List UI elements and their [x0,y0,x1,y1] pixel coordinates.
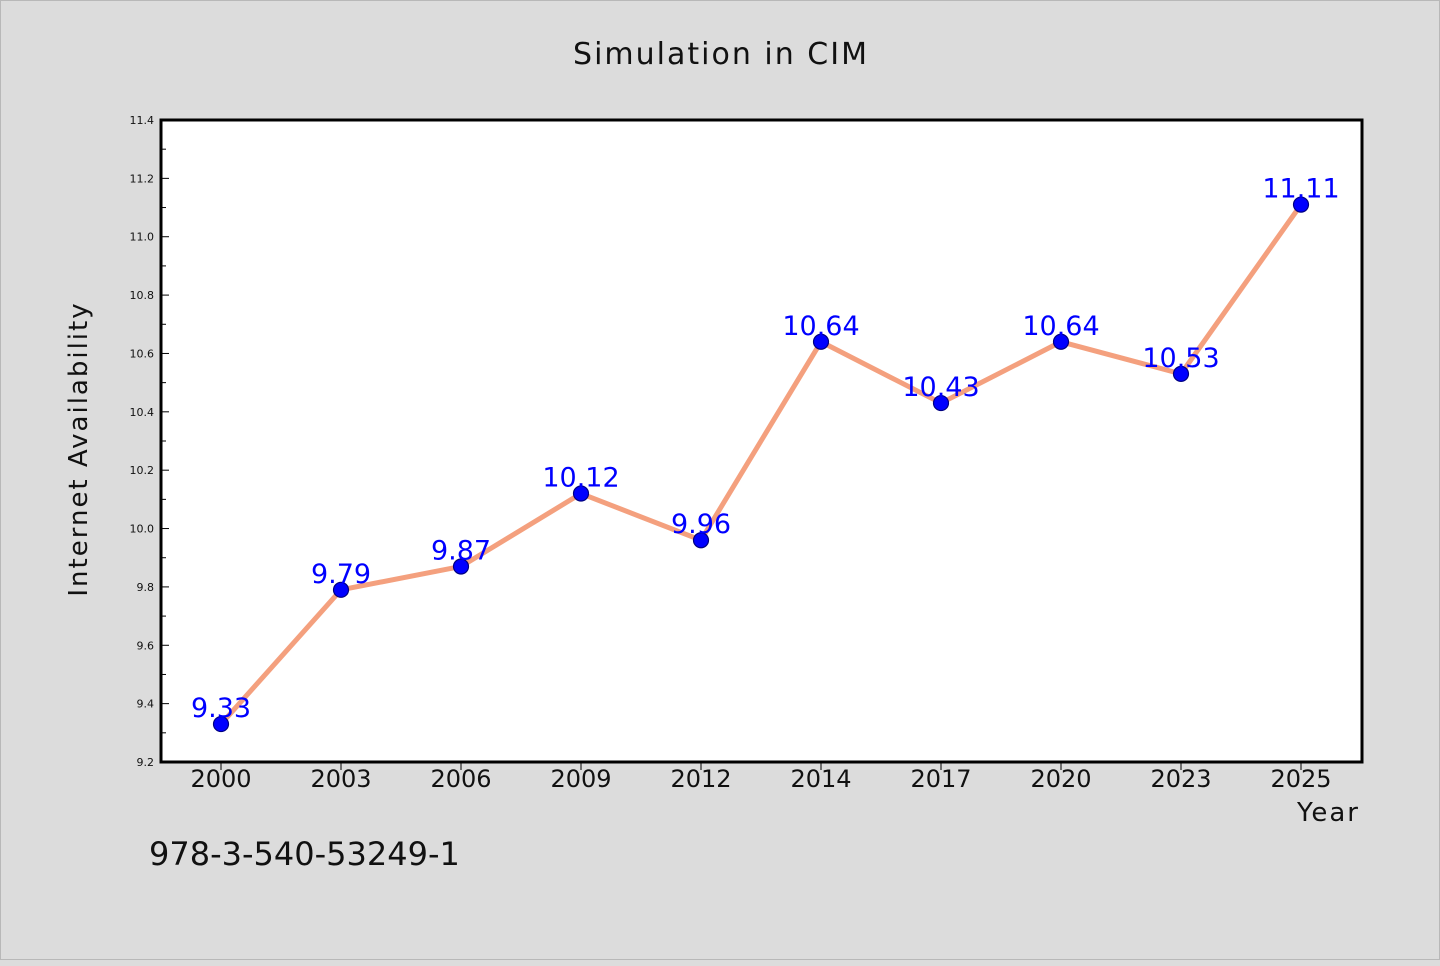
x-tick-label: 2023 [1150,765,1211,793]
data-label: 10.53 [1142,343,1219,374]
data-label: 10.64 [1022,311,1099,342]
x-axis-ticks: 2000 2003 2006 2009 2012 2014 2017 2020 2023 2025 [190,762,1332,793]
y-tick-label: 9.6 [137,639,155,652]
data-point-marker [332,581,350,598]
data-label: 9.33 [191,693,251,724]
x-tick-label: 2009 [550,765,611,793]
data-point-marker [572,485,590,502]
y-tick-label: 10.8 [130,289,155,302]
x-axis-title: Year [1296,798,1360,828]
y-tick-label: 11.2 [130,172,155,185]
data-point-marker [812,333,830,350]
data-point-marker [692,532,710,549]
y-tick-label: 9.2 [137,756,155,769]
y-tick-label: 9.4 [137,698,155,711]
data-label: 11.11 [1262,174,1339,205]
series-line [218,202,1304,727]
x-tick-label: 2000 [190,765,251,793]
data-markers [212,196,1310,733]
y-axis-title: Internet Availability [64,301,94,596]
data-label: 10.12 [542,463,619,494]
x-tick-label: 2012 [670,765,731,793]
chart-title: Simulation in CIM [573,37,869,72]
data-point-marker [932,394,950,412]
data-label: 10.43 [902,372,979,403]
data-point-marker [1172,365,1190,382]
y-tick-label: 11.0 [130,231,155,244]
x-tick-label: 2003 [310,765,371,793]
x-tick-label: 2014 [790,765,851,793]
y-tick-label: 10.4 [130,406,155,419]
data-point-marker [452,558,470,575]
data-point-marker [1052,333,1070,350]
y-tick-label: 11.4 [130,114,155,127]
axes-frame [159,118,1364,764]
x-tick-label: 2006 [430,765,491,793]
footer-isbn-note: 978-3-540-53249-1 [149,835,460,873]
data-label: 9.87 [431,535,491,566]
data-label: 9.96 [671,509,731,540]
y-axis-ticks: 9.2 9.4 9.6 9.8 10.0 10.2 10.4 10.6 10.8 11.0 11.2… [130,114,169,769]
x-tick-label: 2025 [1270,765,1331,793]
data-labels: 9.33 9.79 9.87 10.12 9.96 10.64 10.43 10.64 10.5… [191,174,1340,724]
y-tick-label: 10.2 [130,464,155,477]
x-tick-label: 2017 [910,765,971,793]
data-label: 10.64 [782,311,859,342]
x-tick-label: 2020 [1030,765,1091,793]
y-tick-label: 10.6 [130,347,155,360]
y-tick-label: 9.8 [137,581,155,594]
data-point-marker [212,715,230,733]
data-label: 9.79 [311,559,371,590]
y-tick-label: 10.0 [130,523,155,536]
data-point-marker [1292,196,1310,213]
